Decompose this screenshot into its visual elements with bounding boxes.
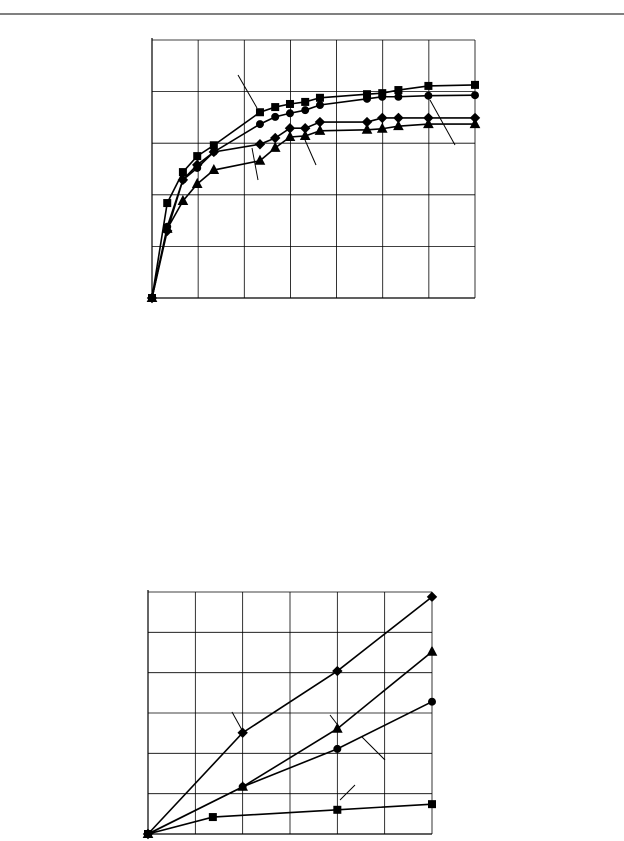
marker-square [315,93,324,102]
marker-triangle [161,222,173,233]
marker-triangle [423,118,434,129]
marker-diamond [254,139,266,150]
marker-diamond [426,591,438,603]
marker-square [428,800,436,809]
series-line [151,117,475,299]
marker-triangle [208,163,220,175]
marker-triangle [284,130,296,142]
pointer [231,711,243,731]
marker-triangle [361,123,373,134]
marker-square [471,80,479,89]
marker-diamond [237,727,248,738]
marker-triangle [269,141,281,152]
marker-circle [333,744,342,753]
series-line [147,803,433,835]
series-line [147,596,433,835]
pointer [251,147,259,181]
marker-circle [285,109,294,118]
marker-triangle [469,118,481,129]
marker-square [178,168,187,177]
marker-circle [424,91,433,100]
marker-circle [471,91,479,100]
marker-triangle [376,122,388,133]
marker-square [208,813,217,822]
marker-diamond [332,665,343,677]
pointer [361,736,386,761]
marker-square [333,805,342,814]
marker-triangle [191,177,203,188]
marker-circle [363,94,372,103]
marker-circle [428,697,436,706]
marker-circle [255,120,264,129]
marker-circle [271,112,280,121]
pointer-lines [231,74,456,801]
marker-square [285,99,294,108]
marker-diamond [177,174,189,186]
pointer [339,784,356,801]
marker-square [271,103,280,112]
marker-circle [394,92,403,101]
marker-triangle [426,645,438,656]
series-line [151,123,475,299]
chart [142,590,438,840]
marker-triangle [393,120,404,131]
pointer [304,139,317,166]
marker-diamond [192,159,203,171]
marker-circle [378,92,387,101]
marker-square [301,97,310,106]
marker-square [144,830,152,838]
marker-diamond [377,112,388,124]
marker-circle [301,106,310,115]
marker-triangle [146,291,158,302]
series-line [147,700,433,835]
marker-triangle [314,124,326,135]
marker-circle [315,101,324,110]
marker-square [424,81,433,90]
marker-circle [238,782,247,791]
marker-diamond [269,132,281,144]
marker-diamond [208,146,220,158]
pointer [429,99,456,146]
marker-triangle [177,194,189,205]
marker-square [255,108,264,117]
marker-triangle [332,722,343,733]
marker-triangle [254,154,266,165]
chart [146,38,481,304]
marker-triangle [299,129,311,140]
marker-square [163,199,172,208]
marker-square [193,152,202,161]
marker-square [394,86,403,95]
